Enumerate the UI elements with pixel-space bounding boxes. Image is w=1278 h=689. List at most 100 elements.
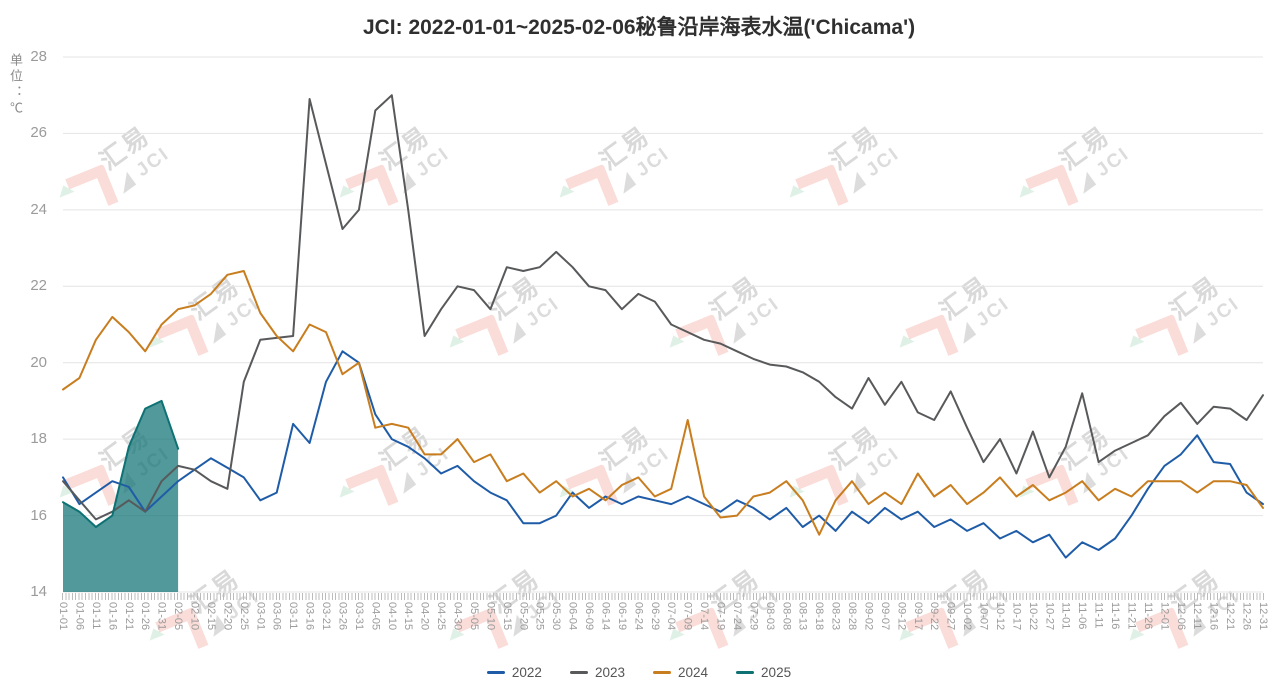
x-tick-label-04-15: 04-15 xyxy=(402,602,415,631)
x-tick-label-07-04: 07-04 xyxy=(665,602,678,631)
legend-swatch-2023 xyxy=(569,671,588,674)
x-tick-label-10-12: 10-12 xyxy=(993,602,1006,631)
x-tick-label-11-21: 11-21 xyxy=(1125,602,1138,630)
y-tick-label-18: 18 xyxy=(30,430,47,448)
y-tick-label-28: 28 xyxy=(30,48,47,65)
series-line-2025 xyxy=(62,399,180,528)
x-axis-minor-ticks xyxy=(62,593,1264,600)
legend-swatch-2025 xyxy=(736,671,755,674)
x-tick-label-09-27: 09-27 xyxy=(944,602,957,631)
x-tick-label-07-19: 07-19 xyxy=(714,602,727,631)
x-tick-label-11-26: 11-26 xyxy=(1141,602,1154,630)
x-tick-label-11-16: 11-16 xyxy=(1109,602,1122,630)
legend-item-2024[interactable]: 2024 xyxy=(653,665,708,680)
x-tick-label-06-04: 06-04 xyxy=(566,602,579,631)
x-tick-label-07-14: 07-14 xyxy=(698,602,711,631)
x-tick-label-12-01: 12-01 xyxy=(1158,602,1171,631)
x-tick-label-06-14: 06-14 xyxy=(599,602,612,631)
x-tick-label-04-30: 04-30 xyxy=(451,602,464,631)
x-tick-label-05-20: 05-20 xyxy=(517,602,530,631)
series-line-2024 xyxy=(62,270,1264,536)
x-tick-label-03-16: 03-16 xyxy=(303,602,316,631)
x-tick-label-07-29: 07-29 xyxy=(747,602,760,631)
x-tick-label-06-09: 06-09 xyxy=(583,602,596,631)
x-tick-label-05-10: 05-10 xyxy=(484,602,497,631)
x-tick-label-05-15: 05-15 xyxy=(500,602,513,631)
x-tick-label-12-31: 12-31 xyxy=(1257,602,1269,631)
y-tick-label-20: 20 xyxy=(30,353,47,371)
y-tick-label-16: 16 xyxy=(30,506,47,524)
x-tick-label-05-30: 05-30 xyxy=(550,602,563,631)
legend-item-2022[interactable]: 2022 xyxy=(486,665,542,680)
x-tick-label-09-17: 09-17 xyxy=(911,602,924,631)
y-axis-unit-label: 单位：℃ xyxy=(8,53,23,117)
x-tick-label-05-05: 05-05 xyxy=(467,602,480,631)
chart-title: JCI: 2022-01-01~2025-02-06秘鲁沿岸海表水温('Chic… xyxy=(362,16,916,39)
x-tick-label-09-22: 09-22 xyxy=(928,602,941,631)
x-tick-label-08-13: 08-13 xyxy=(796,602,809,631)
x-tick-label-10-22: 10-22 xyxy=(1026,602,1039,631)
x-tick-label-12-06: 12-06 xyxy=(1174,602,1187,631)
x-tick-label-04-05: 04-05 xyxy=(369,602,382,631)
x-tick-label-08-18: 08-18 xyxy=(813,602,826,631)
x-tick-label-02-10: 02-10 xyxy=(188,602,201,631)
x-tick-label-06-29: 06-29 xyxy=(648,602,661,631)
x-tick-label-02-15: 02-15 xyxy=(204,602,217,631)
series-area-2025 xyxy=(63,400,179,592)
x-tick-label-01-11: 01-11 xyxy=(89,602,102,630)
x-tick-label-01-26: 01-26 xyxy=(139,602,152,631)
x-tick-label-04-10: 04-10 xyxy=(385,602,398,631)
x-tick-label-03-01: 03-01 xyxy=(254,602,267,631)
x-tick-label-11-01: 11-01 xyxy=(1059,602,1072,630)
x-tick-label-04-25: 04-25 xyxy=(435,602,448,631)
x-tick-label-02-05: 02-05 xyxy=(172,602,185,631)
x-tick-label-10-07: 10-07 xyxy=(977,602,990,631)
legend-swatch-2022 xyxy=(486,671,505,674)
x-tick-label-03-26: 03-26 xyxy=(336,602,349,631)
legend-label-2023: 2023 xyxy=(594,665,625,680)
legend-label-2025: 2025 xyxy=(761,665,792,680)
x-tick-label-01-01: 01-01 xyxy=(57,602,69,631)
x-tick-label-10-27: 10-27 xyxy=(1043,602,1056,631)
x-tick-label-11-11: 11-11 xyxy=(1092,602,1105,629)
x-tick-label-04-20: 04-20 xyxy=(418,602,431,631)
x-tick-label-09-12: 09-12 xyxy=(895,602,908,631)
y-tick-label-24: 24 xyxy=(30,200,47,218)
legend-label-2022: 2022 xyxy=(511,665,542,680)
x-tick-label-10-17: 10-17 xyxy=(1010,602,1023,631)
legend-label-2024: 2024 xyxy=(678,665,709,680)
x-tick-label-07-24: 07-24 xyxy=(730,602,743,631)
legend-item-2025[interactable]: 2025 xyxy=(736,665,791,680)
x-tick-label-03-11: 03-11 xyxy=(287,602,300,630)
y-tick-label-22: 22 xyxy=(30,277,47,295)
x-tick-label-01-31: 01-31 xyxy=(155,602,168,631)
x-tick-label-11-06: 11-06 xyxy=(1076,602,1089,630)
legend-item-2023[interactable]: 2023 xyxy=(569,665,625,680)
legend-swatch-2024 xyxy=(653,671,671,674)
x-tick-label-09-07: 09-07 xyxy=(878,602,891,631)
y-tick-label-26: 26 xyxy=(30,124,47,142)
x-tick-label-01-16: 01-16 xyxy=(106,602,119,631)
y-tick-label-14: 14 xyxy=(30,583,47,600)
x-tick-label-12-11: 12-11 xyxy=(1191,602,1204,630)
x-tick-label-05-25: 05-25 xyxy=(533,602,546,631)
legend: 2022 2023 2024 2025 xyxy=(0,665,1278,680)
series-line-2022 xyxy=(62,350,1264,559)
x-tick-label-03-21: 03-21 xyxy=(320,602,332,631)
x-tick-label-09-02: 09-02 xyxy=(862,602,875,631)
x-tick-label-01-21: 01-21 xyxy=(122,602,135,631)
x-tick-label-12-21: 12-21 xyxy=(1224,602,1237,631)
x-tick-label-01-06: 01-06 xyxy=(73,602,86,631)
x-tick-label-08-08: 08-08 xyxy=(780,602,793,631)
x-tick-label-12-26: 12-26 xyxy=(1240,602,1253,631)
x-tick-label-02-20: 02-20 xyxy=(221,602,234,631)
series-line-2023 xyxy=(62,94,1264,521)
x-tick-label-08-28: 08-28 xyxy=(846,602,859,631)
x-tick-label-06-19: 06-19 xyxy=(615,602,628,631)
x-tick-label-07-09: 07-09 xyxy=(681,602,694,631)
x-tick-label-02-25: 02-25 xyxy=(237,602,250,631)
x-tick-label-08-23: 08-23 xyxy=(829,602,842,631)
x-tick-label-08-03: 08-03 xyxy=(763,602,776,631)
